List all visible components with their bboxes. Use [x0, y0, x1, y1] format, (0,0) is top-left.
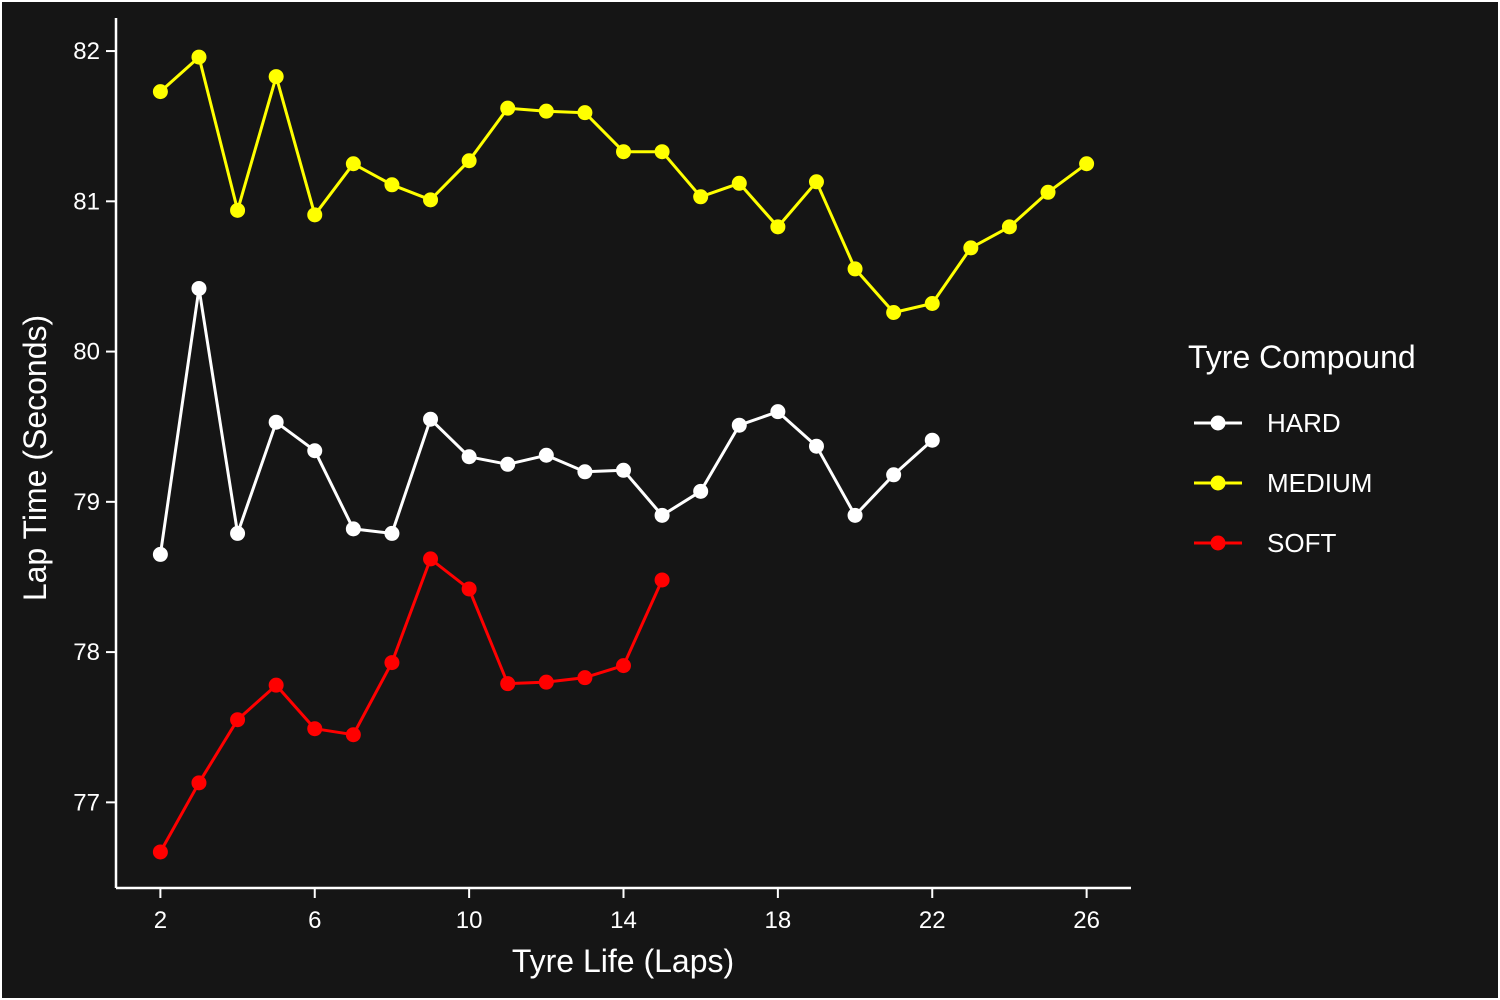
data-point-soft — [538, 674, 554, 690]
legend-key-marker — [1210, 535, 1226, 551]
data-point-hard — [345, 521, 361, 537]
data-point-hard — [886, 467, 902, 483]
data-point-soft — [577, 670, 593, 686]
data-point-medium — [1040, 184, 1056, 200]
x-ticks: 2 6 10 14 18 22 26 — [154, 888, 1100, 934]
data-point-medium — [770, 219, 786, 235]
data-point-hard — [384, 525, 400, 541]
legend-items: HARD MEDIUM SOFT — [1194, 408, 1372, 558]
data-point-medium — [538, 103, 554, 119]
data-point-medium — [345, 156, 361, 172]
legend-title: Tyre Compound — [1188, 339, 1416, 375]
data-point-soft — [616, 658, 631, 674]
data-point-medium — [307, 207, 323, 223]
data-point-medium — [423, 192, 439, 208]
legend: Tyre Compound HARD MEDIUM SOFT — [1188, 339, 1416, 558]
data-point-hard — [847, 507, 863, 523]
data-point-medium — [963, 240, 979, 256]
data-point-medium — [152, 84, 168, 100]
series-soft — [152, 551, 670, 860]
y-tick-label: 77 — [73, 789, 100, 816]
data-point-soft — [384, 655, 400, 671]
x-tick-label: 26 — [1073, 907, 1100, 934]
data-point-hard — [616, 462, 631, 478]
x-tick-label: 18 — [765, 907, 792, 934]
x-tick-label: 2 — [154, 907, 167, 934]
data-point-medium — [654, 144, 670, 160]
data-point-soft — [307, 721, 323, 737]
data-point-hard — [808, 438, 824, 454]
data-point-medium — [886, 305, 902, 321]
legend-label-hard: HARD — [1267, 408, 1341, 438]
x-tick-label: 14 — [610, 907, 637, 934]
data-point-medium — [577, 105, 593, 121]
data-point-soft — [654, 572, 670, 588]
data-point-hard — [538, 447, 554, 463]
data-point-hard — [693, 483, 709, 499]
plot-series — [152, 49, 1095, 860]
data-point-medium — [731, 175, 747, 191]
y-tick-label: 81 — [73, 188, 100, 215]
data-point-soft — [152, 844, 168, 860]
data-point-hard — [500, 456, 516, 472]
series-hard — [152, 280, 940, 562]
y-axis-title: Lap Time (Seconds) — [17, 315, 53, 601]
data-point-medium — [924, 295, 940, 311]
data-point-soft — [230, 712, 246, 728]
data-point-soft — [191, 775, 207, 791]
data-point-hard — [461, 449, 477, 465]
series-line-soft — [159, 557, 664, 853]
legend-item-soft: SOFT — [1194, 528, 1336, 558]
data-point-hard — [731, 417, 747, 433]
data-point-medium — [268, 69, 284, 85]
data-point-medium — [1001, 219, 1017, 235]
data-point-hard — [307, 443, 323, 459]
legend-label-medium: MEDIUM — [1267, 468, 1372, 498]
x-tick-label: 10 — [456, 907, 483, 934]
data-point-medium — [847, 261, 863, 277]
data-point-hard — [423, 411, 439, 427]
data-point-soft — [345, 727, 361, 743]
data-point-medium — [616, 144, 631, 160]
data-point-hard — [654, 507, 670, 523]
data-point-hard — [191, 280, 207, 296]
y-tick-label: 78 — [73, 639, 100, 666]
y-ticks: 77 78 79 80 81 82 — [73, 38, 116, 816]
y-tick-label: 80 — [73, 339, 100, 366]
legend-key-marker — [1210, 475, 1226, 491]
series-line-medium — [159, 55, 1088, 314]
legend-item-hard: HARD — [1194, 408, 1341, 438]
x-tick-label: 6 — [308, 907, 321, 934]
data-point-hard — [770, 404, 786, 420]
data-point-medium — [1079, 156, 1095, 172]
data-point-hard — [152, 546, 168, 562]
x-tick-label: 22 — [919, 907, 946, 934]
data-point-soft — [268, 677, 284, 693]
data-point-hard — [577, 464, 593, 480]
legend-item-medium: MEDIUM — [1194, 468, 1372, 498]
data-point-medium — [230, 202, 246, 218]
x-axis-title: Tyre Life (Laps) — [512, 943, 734, 979]
y-tick-label: 82 — [73, 38, 100, 65]
data-point-hard — [924, 432, 940, 448]
data-point-medium — [693, 189, 709, 205]
legend-key-marker — [1210, 415, 1226, 431]
data-point-hard — [268, 414, 284, 430]
legend-label-soft: SOFT — [1267, 528, 1336, 558]
data-point-medium — [384, 177, 400, 193]
data-point-soft — [461, 581, 477, 597]
data-point-soft — [423, 551, 439, 567]
data-point-medium — [191, 49, 207, 65]
series-medium — [152, 49, 1095, 321]
data-point-medium — [500, 100, 516, 116]
y-tick-label: 79 — [73, 489, 100, 516]
data-point-hard — [230, 525, 246, 541]
data-point-soft — [500, 676, 516, 692]
data-point-medium — [808, 174, 824, 190]
data-point-medium — [461, 153, 477, 169]
